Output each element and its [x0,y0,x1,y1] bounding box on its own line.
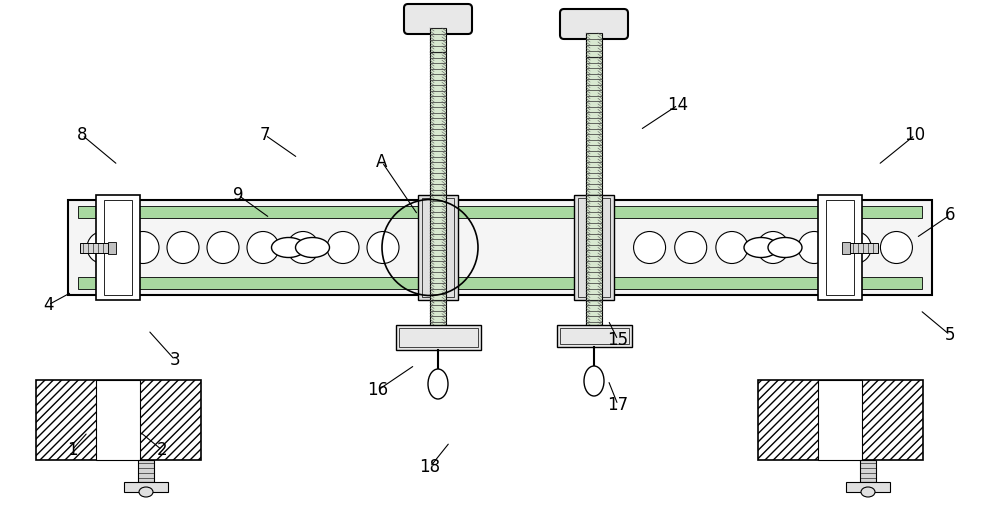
Text: 16: 16 [367,381,389,399]
Circle shape [716,232,748,264]
Bar [758,380,922,460]
Bar [430,28,446,52]
Bar [846,482,890,492]
Bar [842,241,850,253]
Text: 3: 3 [170,351,180,369]
Circle shape [757,232,789,264]
Ellipse shape [768,238,802,258]
Ellipse shape [428,369,448,399]
Bar [556,325,632,347]
Text: 10: 10 [904,126,926,144]
Circle shape [327,232,359,264]
Text: 5: 5 [945,326,955,344]
Bar [96,195,140,300]
Text: 4: 4 [43,296,53,314]
Text: 1: 1 [67,441,77,459]
Ellipse shape [861,487,875,497]
Bar [574,195,614,300]
Bar [430,195,446,300]
Bar [68,200,932,295]
Circle shape [127,232,159,264]
Bar [586,33,602,57]
Circle shape [207,232,239,264]
Text: 8: 8 [77,126,87,144]
Ellipse shape [296,238,330,258]
Bar [418,195,458,300]
Bar [860,460,876,482]
Bar [104,200,132,295]
Circle shape [634,232,666,264]
Bar [36,380,200,460]
Circle shape [839,232,871,264]
Text: A: A [376,153,388,171]
Bar [586,57,602,333]
Text: 15: 15 [607,331,629,349]
Circle shape [675,232,707,264]
Bar [430,52,446,333]
Bar [124,482,168,492]
Bar [578,198,610,297]
Bar [138,460,154,482]
Bar [78,277,922,289]
Text: 14: 14 [667,96,689,114]
Bar [396,325,480,350]
Ellipse shape [744,238,778,258]
Circle shape [798,232,830,264]
Text: 9: 9 [233,186,243,204]
Bar [850,242,878,252]
Bar [826,200,854,285]
Bar [80,242,108,252]
Circle shape [87,232,119,264]
Bar [818,380,862,460]
Ellipse shape [584,366,604,396]
Circle shape [287,232,319,264]
Bar [422,198,454,297]
Text: 6: 6 [945,206,955,224]
Ellipse shape [139,487,153,497]
FancyBboxPatch shape [404,4,472,34]
Bar [826,200,854,295]
Ellipse shape [272,238,306,258]
Bar [398,328,478,347]
Bar [560,328,629,344]
Bar [96,380,140,460]
Bar [108,241,116,253]
Bar [818,195,862,300]
Circle shape [167,232,199,264]
Bar [78,206,922,218]
Text: 2: 2 [157,441,167,459]
Text: 18: 18 [419,458,441,476]
Bar [104,200,132,285]
Bar [586,195,602,300]
Circle shape [367,232,399,264]
Text: 17: 17 [607,396,629,414]
Circle shape [247,232,279,264]
Circle shape [880,232,912,264]
FancyBboxPatch shape [560,9,628,39]
Text: 7: 7 [260,126,270,144]
